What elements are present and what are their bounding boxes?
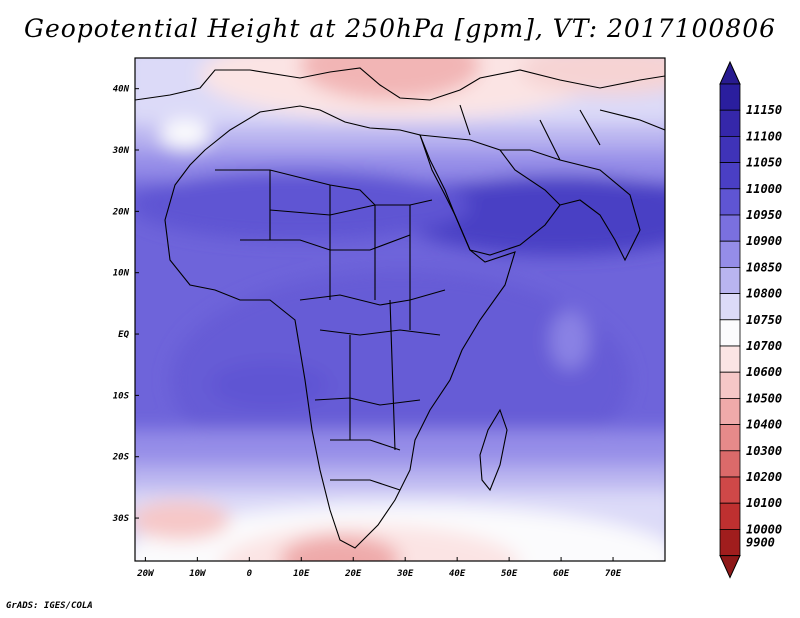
colorbar-label: 10300	[746, 444, 782, 458]
colorbar-bottom-arrow	[719, 555, 741, 579]
colorbar-label: 10400	[746, 418, 782, 432]
colorbar-swatch	[719, 266, 741, 294]
colorbar-label: 10900	[746, 234, 782, 248]
colorbar-label: 10600	[746, 365, 782, 379]
colorbar-swatch	[719, 397, 741, 425]
colorbar-label: 10200	[746, 470, 782, 484]
colorbar-swatch	[719, 135, 741, 163]
colorbar-swatch	[719, 424, 741, 452]
y-tick-label: 30S	[112, 514, 130, 524]
y-tick-label: 30N	[112, 146, 130, 156]
colorbar-label: 10100	[746, 496, 782, 510]
colorbar-swatch	[719, 83, 741, 111]
credit-text: GrADS: IGES/COLA	[6, 601, 93, 611]
y-tick-label: 40N	[113, 85, 130, 95]
colorbar-swatch	[719, 319, 741, 347]
x-axis: 20W 10W 0 10E 20E 30E 40E 50E 60E 70E	[136, 557, 622, 579]
colorbar-swatch	[719, 293, 741, 321]
chart-title: Geopotential Height at 250hPa [gpm], VT:…	[23, 14, 777, 43]
x-tick-label: 50E	[501, 569, 518, 579]
y-tick-label: 20N	[112, 207, 130, 217]
y-tick-label: EQ	[118, 330, 129, 340]
colorbar-swatch	[719, 109, 741, 137]
y-tick-label: 10N	[113, 269, 130, 279]
colorbar-label: 11000	[746, 182, 782, 196]
x-tick-label: 60E	[553, 569, 570, 579]
x-tick-label: 70E	[605, 569, 622, 579]
x-tick-label: 30E	[396, 569, 414, 579]
x-tick-label: 10W	[189, 569, 207, 579]
x-tick-label: 10E	[293, 569, 310, 579]
x-tick-label: 40E	[449, 569, 466, 579]
colorbar-swatch	[719, 476, 741, 504]
colorbar-label: 10700	[746, 339, 782, 353]
colorbar-swatch	[719, 450, 741, 478]
colorbar-swatch	[719, 188, 741, 216]
x-tick-label: 20W	[136, 569, 155, 579]
y-tick-label: 10S	[113, 391, 130, 401]
colorbar: 11150 11100 11050 11000 10950 10900 10850 10800…	[719, 60, 782, 579]
colorbar-label: 10000	[746, 522, 782, 536]
colorbar-label: 11150	[746, 103, 782, 117]
colorbar-label: 10750	[746, 313, 782, 327]
x-tick-label: 20E	[344, 569, 362, 579]
colorbar-swatch	[719, 162, 741, 190]
colorbar-label: 10800	[746, 287, 782, 301]
y-tick-label: 20S	[112, 453, 130, 463]
colorbar-label: 11100	[746, 129, 782, 143]
plot-frame	[134, 57, 666, 562]
y-axis: 40N 30N 20N 10N EQ 10S 20S 30S	[112, 85, 139, 524]
colorbar-swatch	[719, 529, 741, 557]
colorbar-label: 11050	[746, 156, 782, 170]
colorbar-top-arrow	[719, 60, 741, 85]
colorbar-swatch	[719, 371, 741, 399]
colorbar-label: 10500	[746, 391, 782, 405]
height-field	[135, 58, 665, 561]
coastlines	[135, 67, 665, 549]
colorbar-swatch	[719, 502, 741, 530]
colorbar-label: 10850	[746, 260, 782, 274]
colorbar-swatch	[719, 240, 741, 268]
x-tick-label: 0	[247, 569, 253, 579]
colorbar-label: 10950	[746, 208, 782, 222]
colorbar-swatch	[719, 345, 741, 373]
colorbar-label: 9900	[746, 536, 775, 550]
colorbar-swatch	[719, 214, 741, 242]
